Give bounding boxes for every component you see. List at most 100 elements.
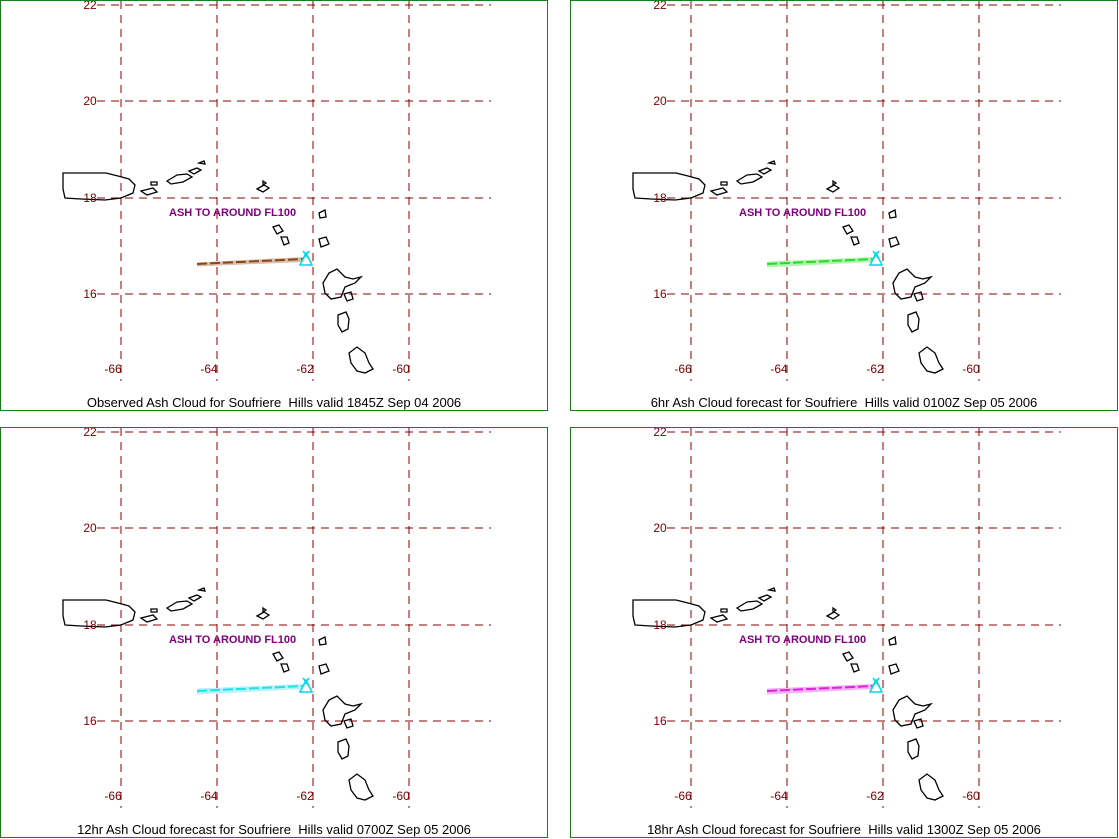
y-tick-label: 18 xyxy=(83,618,97,632)
y-tick-label: 18 xyxy=(653,618,667,632)
coastline xyxy=(196,160,206,165)
coastline xyxy=(842,224,854,235)
map-panel-18hr: -66 -64 -62 -60 22 20 18 16 ASH TO AROUND FL100 … xyxy=(570,427,1118,838)
coastline xyxy=(318,663,330,675)
ash-cloud-outline xyxy=(766,258,874,265)
coastline xyxy=(343,718,354,729)
coastline xyxy=(632,599,706,628)
coastline xyxy=(280,663,290,673)
x-tick-label: -64 xyxy=(770,362,788,376)
coastline xyxy=(337,738,350,760)
x-tick-label: -62 xyxy=(866,362,884,376)
ash-height-annotation: ASH TO AROUND FL100 xyxy=(739,634,866,646)
coastline xyxy=(918,346,944,374)
coastline xyxy=(139,614,159,623)
x-tick-label: -60 xyxy=(962,789,980,803)
coastline xyxy=(150,608,158,613)
coastline xyxy=(262,606,268,614)
y-tick-label: 16 xyxy=(653,287,667,301)
volcano-vent-icon xyxy=(872,677,880,687)
y-tick-label: 18 xyxy=(83,191,97,205)
coastline xyxy=(348,773,374,801)
coastline xyxy=(825,611,841,620)
coastline xyxy=(850,236,860,246)
ash-cloud-outline xyxy=(196,685,304,692)
coastline xyxy=(318,209,327,219)
y-tick-label: 20 xyxy=(83,521,97,535)
y-tick-label: 22 xyxy=(83,428,97,439)
coastline xyxy=(888,663,900,675)
coastline xyxy=(62,172,136,201)
ash-height-annotation: ASH TO AROUND FL100 xyxy=(169,207,296,219)
coastline xyxy=(907,738,920,760)
map-panel-12hr: -66 -64 -62 -60 22 20 18 16 ASH TO AROUND FL100 … xyxy=(0,427,548,838)
volcano-vent-icon xyxy=(872,250,880,260)
coastline xyxy=(255,184,271,193)
coastline xyxy=(918,773,944,801)
coastline xyxy=(720,608,728,613)
panel-caption: 18hr Ash Cloud forecast for Soufriere Hi… xyxy=(647,822,1041,837)
ash-height-annotation: ASH TO AROUND FL100 xyxy=(169,634,296,646)
coastline xyxy=(272,651,284,662)
x-tick-label: -60 xyxy=(392,789,410,803)
coastline xyxy=(850,663,860,673)
coastline xyxy=(735,600,764,612)
coastline xyxy=(709,187,729,196)
coastline xyxy=(632,172,706,201)
coastline xyxy=(322,268,364,300)
x-tick-label: -66 xyxy=(104,789,122,803)
coastline xyxy=(888,209,897,219)
y-tick-label: 20 xyxy=(83,94,97,108)
x-tick-label: -62 xyxy=(866,789,884,803)
coastline xyxy=(892,695,934,727)
coastline xyxy=(187,594,203,602)
coastline xyxy=(272,224,284,235)
y-tick-label: 22 xyxy=(83,1,97,12)
coastline xyxy=(187,167,203,175)
volcano-vent-icon xyxy=(302,677,310,687)
x-tick-label: -66 xyxy=(674,362,692,376)
coastline xyxy=(842,651,854,662)
coastline xyxy=(165,173,194,185)
x-tick-label: -66 xyxy=(104,362,122,376)
coastline xyxy=(766,587,776,592)
coastline xyxy=(318,236,330,248)
x-tick-label: -60 xyxy=(962,362,980,376)
coastline xyxy=(757,594,773,602)
y-tick-label: 16 xyxy=(83,714,97,728)
x-tick-label: -62 xyxy=(296,789,314,803)
ash-cloud-outline xyxy=(766,685,874,692)
coastline xyxy=(255,611,271,620)
coastline xyxy=(766,160,776,165)
x-tick-label: -64 xyxy=(200,362,218,376)
panel-caption: 6hr Ash Cloud forecast for Soufriere Hil… xyxy=(650,395,1038,410)
map-canvas: -66 -64 -62 -60 22 20 18 16 ASH TO AROUND FL100 xyxy=(62,1,491,381)
x-tick-label: -64 xyxy=(200,789,218,803)
coastline xyxy=(888,636,897,646)
coastline xyxy=(913,291,924,302)
map-canvas: -66 -64 -62 -60 22 20 18 16 ASH TO AROUND FL100 xyxy=(632,428,1061,808)
coastline xyxy=(280,236,290,246)
x-tick-label: -62 xyxy=(296,362,314,376)
y-tick-label: 22 xyxy=(653,428,667,439)
y-tick-label: 18 xyxy=(653,191,667,205)
coastline xyxy=(348,346,374,374)
coastline xyxy=(907,311,920,333)
coastline xyxy=(165,600,194,612)
ash-height-annotation: ASH TO AROUND FL100 xyxy=(739,207,866,219)
volcano-vent-icon xyxy=(302,250,310,260)
map-canvas: -66 -64 -62 -60 22 20 18 16 ASH TO AROUND FL100 xyxy=(632,1,1061,381)
panel-caption: 12hr Ash Cloud forecast for Soufriere Hi… xyxy=(77,822,471,837)
coastline xyxy=(337,311,350,333)
x-tick-label: -64 xyxy=(770,789,788,803)
coastline xyxy=(322,695,364,727)
coastline xyxy=(888,236,900,248)
y-tick-label: 16 xyxy=(83,287,97,301)
x-tick-label: -66 xyxy=(674,789,692,803)
coastline xyxy=(262,179,268,187)
coastline xyxy=(343,291,354,302)
coastline xyxy=(318,636,327,646)
coastline xyxy=(139,187,159,196)
coastline xyxy=(913,718,924,729)
y-tick-label: 16 xyxy=(653,714,667,728)
